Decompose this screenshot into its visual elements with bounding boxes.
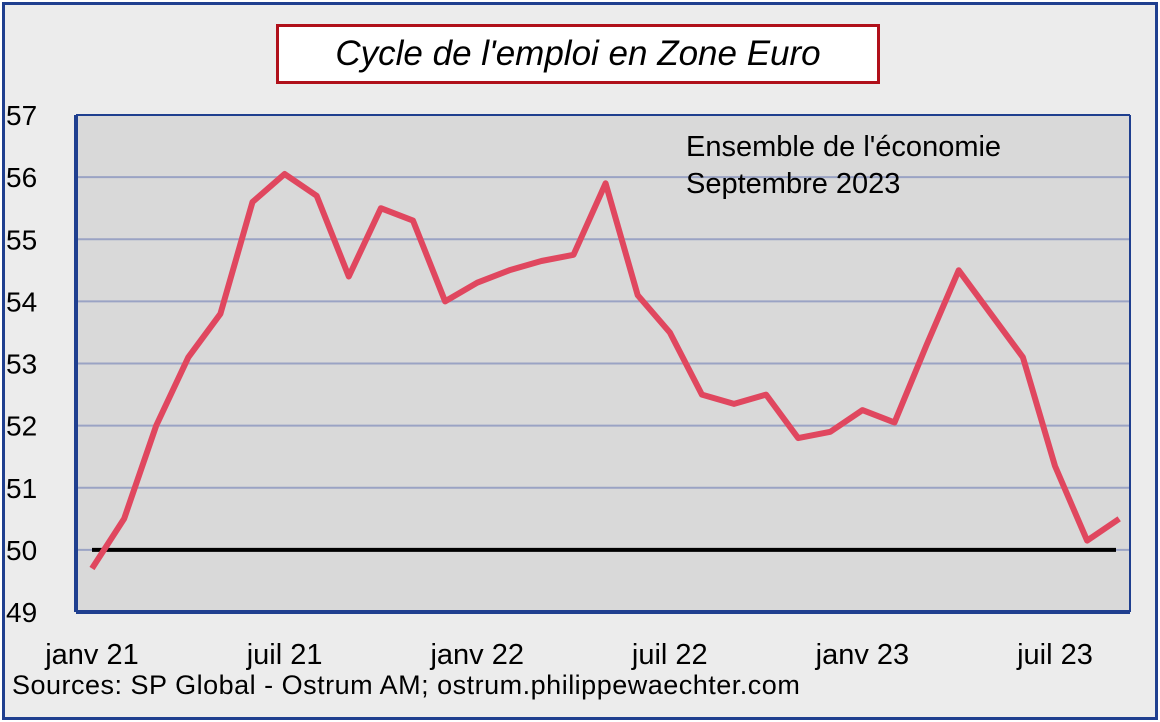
x-tick-labels: janv 21 juil 21 janv 22 juil 22 janv 23 juil … (44, 639, 1093, 671)
x-tick-label: janv 22 (429, 639, 524, 671)
y-tick-label: 49 (6, 597, 37, 628)
y-tick-label: 54 (6, 286, 37, 317)
y-tick-label: 56 (6, 162, 37, 193)
y-tick-label: 55 (6, 224, 37, 255)
x-tick-label: juil 22 (631, 639, 708, 671)
x-tick-label: juil 21 (246, 639, 323, 671)
y-tick-label: 53 (6, 349, 37, 380)
x-tick-label: janv 21 (44, 639, 139, 671)
chart-title: Cycle de l'emploi en Zone Euro (276, 24, 880, 84)
annotation-line-2: Septembre 2023 (686, 168, 900, 200)
y-tick-label: 51 (6, 473, 37, 504)
source-note: Sources: SP Global - Ostrum AM; ostrum.p… (12, 670, 801, 700)
annotation-line-1: Ensemble de l'économie (686, 131, 1001, 163)
y-tick-labels: 49 50 51 52 53 54 55 56 57 (6, 100, 37, 628)
axes (74, 114, 1131, 614)
series-line (89, 171, 1121, 571)
x-tick-label: janv 23 (815, 639, 910, 671)
x-tick-label: juil 23 (1016, 639, 1093, 671)
y-tick-label: 50 (6, 535, 37, 566)
y-tick-label: 57 (6, 100, 37, 131)
y-tick-label: 52 (6, 411, 37, 442)
